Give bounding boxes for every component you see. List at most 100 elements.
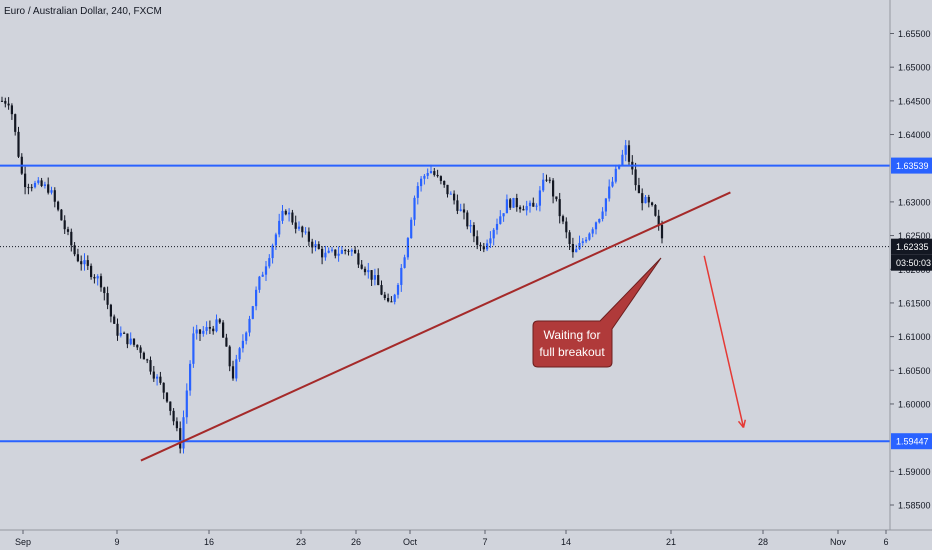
candle-up	[624, 145, 627, 155]
candle-up	[512, 198, 515, 208]
candle-down	[76, 254, 79, 262]
candle-down	[132, 338, 136, 345]
candle-up	[449, 193, 452, 195]
candle-up	[330, 249, 334, 251]
candle-up	[251, 306, 254, 319]
candle-up	[538, 190, 541, 206]
candle-up	[396, 284, 400, 295]
candle-up	[96, 276, 99, 279]
candle-up	[274, 234, 277, 246]
candle-down	[126, 333, 129, 345]
candle-up	[581, 241, 584, 243]
candle-down	[169, 401, 172, 411]
candle-up	[598, 219, 601, 223]
y-tick-label: 1.61500	[898, 298, 931, 308]
candle-down	[172, 410, 175, 422]
candle-up	[50, 190, 53, 193]
candle-down	[479, 244, 482, 247]
candle-up	[288, 212, 291, 215]
candle-down	[456, 200, 459, 211]
callout-text-line2: full breakout	[539, 345, 605, 359]
x-tick-label: Nov	[830, 537, 847, 547]
x-tick-label: 23	[296, 537, 306, 547]
y-tick-label: 1.63000	[898, 197, 931, 207]
candle-up	[423, 175, 426, 179]
candle-down	[634, 169, 637, 186]
lower-level-tag: 1.59447	[896, 437, 929, 447]
x-tick-label: 28	[758, 537, 768, 547]
candle-down	[90, 265, 93, 278]
candle-down	[357, 253, 360, 265]
candle-up	[542, 179, 545, 191]
candle-up	[156, 376, 159, 379]
candle-up	[413, 197, 416, 220]
candle-down	[571, 244, 574, 253]
candle-up	[238, 348, 241, 360]
candle-down	[86, 260, 89, 266]
candle-up	[604, 198, 607, 212]
candle-up	[588, 233, 591, 240]
trendline	[140, 191, 731, 462]
candle-down	[284, 210, 287, 215]
candle-down	[222, 322, 225, 338]
last-price-tag: 1.62335	[896, 242, 929, 252]
time-axis: Sep 9 16 23 26 Oct 7 14 21 28 Nov 6	[0, 529, 932, 547]
candle-down	[225, 337, 228, 347]
candle-up	[585, 239, 588, 242]
candle-up	[281, 210, 284, 221]
candle-down	[568, 232, 571, 245]
candle-up	[278, 220, 281, 235]
candle-down	[657, 215, 660, 225]
candle-down	[380, 285, 383, 295]
candle-up	[489, 238, 492, 244]
candle-down	[159, 376, 162, 383]
candle-up	[261, 274, 264, 277]
candles	[0, 96, 664, 454]
y-tick-label: 1.65000	[898, 63, 931, 73]
y-tick-label: 1.61000	[898, 332, 931, 342]
candle-up	[410, 219, 413, 239]
candle-down	[387, 297, 390, 302]
candle-up	[499, 216, 502, 224]
candle-up	[492, 229, 495, 239]
candle-down	[73, 245, 76, 255]
candle-up	[535, 205, 538, 207]
candle-down	[462, 209, 466, 213]
candle-down	[647, 196, 650, 203]
candle-up	[486, 243, 489, 250]
candle-down	[552, 180, 555, 197]
countdown-tag: 03:50:03	[896, 258, 931, 268]
candle-down	[175, 421, 178, 429]
candle-up	[248, 318, 251, 333]
candle-down	[198, 329, 202, 334]
candle-up	[575, 249, 578, 253]
candle-up	[644, 196, 647, 204]
candle-down	[93, 277, 96, 279]
candle-up	[403, 257, 406, 268]
candle-down	[651, 202, 654, 205]
candle-down	[66, 229, 70, 232]
candle-down	[123, 332, 126, 334]
candle-up	[406, 238, 409, 258]
candle-down	[142, 352, 145, 360]
candle-down	[30, 187, 33, 189]
candle-down	[80, 261, 83, 265]
candle-up	[502, 213, 505, 217]
candle-up	[578, 242, 581, 250]
candle-up	[495, 223, 499, 230]
candle-up	[268, 258, 271, 267]
candle-down	[519, 207, 522, 210]
candle-down	[360, 264, 363, 269]
candle-up	[324, 252, 327, 258]
x-tick-label: 21	[666, 537, 676, 547]
candle-down	[548, 179, 551, 181]
x-tick-label: 26	[351, 537, 361, 547]
candle-up	[255, 289, 258, 307]
candle-up	[459, 209, 462, 211]
candle-down	[212, 328, 215, 332]
candle-down	[165, 392, 169, 402]
callout-text-line1: Waiting for	[544, 328, 601, 342]
symbol-title: Euro / Australian Dollar, 240, FXCM	[4, 6, 162, 17]
countdown-tag-bg	[891, 254, 932, 271]
